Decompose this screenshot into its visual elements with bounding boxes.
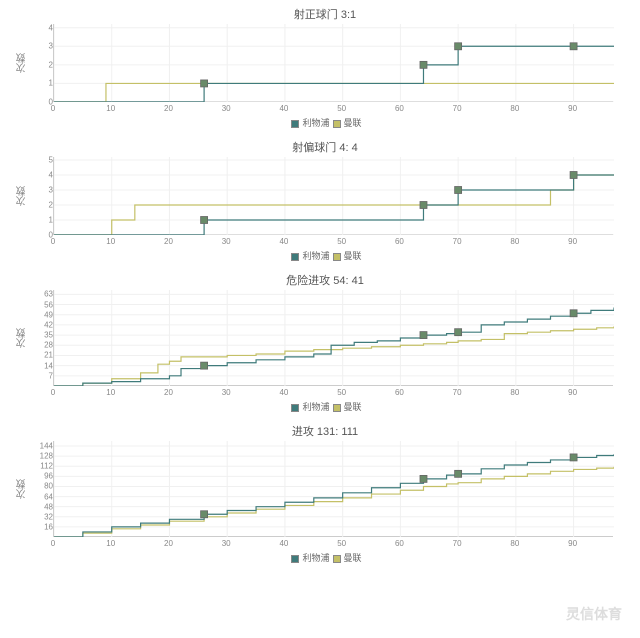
y-tick-label: 128 (40, 452, 53, 461)
chart-legend: 利物浦 曼联 (15, 116, 635, 129)
x-tick-label: 80 (510, 237, 519, 246)
x-tick-label: 50 (337, 104, 346, 113)
legend-swatch (291, 555, 299, 563)
chart-plot-area (53, 441, 613, 537)
y-tick-label: 144 (40, 442, 53, 451)
x-tick-label: 60 (395, 237, 404, 246)
y-tick-label: 56 (44, 300, 53, 309)
legend-swatch (333, 253, 341, 261)
x-tick-label: 30 (222, 237, 231, 246)
chart-title: 进攻 131: 111 (15, 423, 635, 439)
x-tick-label: 90 (568, 539, 577, 548)
y-tick-label: 42 (44, 320, 53, 329)
x-tick-label: 70 (453, 104, 462, 113)
legend-label: 利物浦 (302, 251, 329, 261)
y-tick-label: 96 (44, 472, 53, 481)
x-tick-label: 70 (453, 539, 462, 548)
x-tick-label: 90 (568, 104, 577, 113)
legend-swatch (333, 404, 341, 412)
chart-legend: 利物浦 曼联 (15, 400, 635, 413)
chart-legend: 利物浦 曼联 (15, 249, 635, 262)
y-tick-label: 63 (44, 290, 53, 299)
y-tick-label: 16 (44, 522, 53, 531)
y-tick-label: 28 (44, 341, 53, 350)
x-tick-label: 70 (453, 237, 462, 246)
x-tick-label: 0 (51, 237, 55, 246)
x-tick-label: 70 (453, 388, 462, 397)
x-tick-label: 30 (222, 388, 231, 397)
x-tick-label: 50 (337, 539, 346, 548)
x-tick-label: 10 (106, 237, 115, 246)
y-tick-label: 32 (44, 512, 53, 521)
x-tick-label: 60 (395, 104, 404, 113)
legend-swatch (291, 120, 299, 128)
x-tick-label: 90 (568, 237, 577, 246)
x-tick-label: 60 (395, 539, 404, 548)
x-tick-label: 0 (51, 104, 55, 113)
y-tick-label: 48 (44, 502, 53, 511)
x-tick-label: 20 (164, 539, 173, 548)
y-tick-label: 14 (44, 361, 53, 370)
y-tick-label: 112 (40, 462, 53, 471)
chart-title: 危险进攻 54: 41 (15, 272, 635, 288)
legend-swatch (333, 120, 341, 128)
x-tick-label: 40 (279, 104, 288, 113)
x-tick-label: 40 (279, 539, 288, 548)
legend-label: 利物浦 (302, 553, 329, 563)
y-axis-label: 次数 (15, 186, 29, 206)
chart-plot-area (53, 24, 613, 102)
x-tick-label: 40 (279, 388, 288, 397)
x-tick-label: 50 (337, 237, 346, 246)
x-tick-label: 90 (568, 388, 577, 397)
x-tick-label: 80 (510, 388, 519, 397)
x-tick-label: 0 (51, 539, 55, 548)
chart-title: 射正球门 3:1 (15, 6, 635, 22)
y-tick-label: 80 (44, 482, 53, 491)
chart-title: 射偏球门 4: 4 (15, 139, 635, 155)
x-tick-label: 80 (510, 104, 519, 113)
x-tick-label: 30 (222, 104, 231, 113)
chart-plot-area (53, 157, 613, 235)
x-tick-label: 30 (222, 539, 231, 548)
x-tick-label: 60 (395, 388, 404, 397)
y-tick-label: 35 (44, 331, 53, 340)
x-tick-label: 20 (164, 104, 173, 113)
legend-label: 利物浦 (302, 402, 329, 412)
x-tick-label: 50 (337, 388, 346, 397)
x-tick-label: 40 (279, 237, 288, 246)
legend-label: 曼联 (344, 251, 362, 261)
y-tick-label: 21 (44, 351, 53, 360)
legend-swatch (291, 253, 299, 261)
y-axis-label: 次数 (15, 479, 29, 499)
y-axis-label: 次数 (15, 53, 29, 73)
x-tick-label: 20 (164, 388, 173, 397)
y-axis-label: 次数 (15, 328, 29, 348)
x-tick-label: 10 (106, 104, 115, 113)
y-tick-label: 64 (44, 492, 53, 501)
x-tick-label: 80 (510, 539, 519, 548)
legend-label: 曼联 (344, 553, 362, 563)
legend-label: 利物浦 (302, 118, 329, 128)
chart-legend: 利物浦 曼联 (15, 551, 635, 564)
legend-label: 曼联 (344, 118, 362, 128)
x-tick-label: 10 (106, 539, 115, 548)
y-tick-label: 49 (44, 310, 53, 319)
chart-plot-area (53, 290, 613, 386)
legend-swatch (291, 404, 299, 412)
watermark-text: 灵信体育 (566, 604, 622, 624)
x-tick-label: 10 (106, 388, 115, 397)
legend-label: 曼联 (344, 402, 362, 412)
x-tick-label: 0 (51, 388, 55, 397)
legend-swatch (333, 555, 341, 563)
x-tick-label: 20 (164, 237, 173, 246)
